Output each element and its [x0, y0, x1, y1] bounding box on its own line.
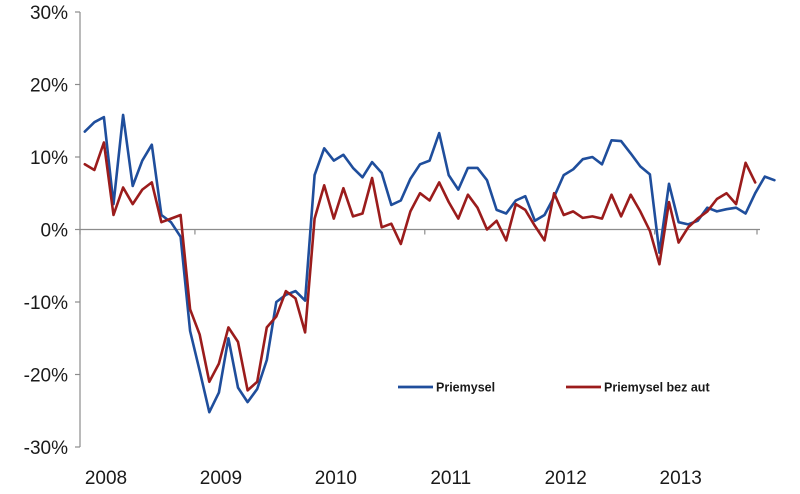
x-tick-label: 2008	[85, 468, 127, 489]
x-tick-label: 2013	[660, 468, 702, 489]
legend: Priemysel Priemysel bez aut	[398, 381, 710, 395]
legend-label: Priemysel bez aut	[604, 381, 710, 395]
series-layer	[83, 113, 776, 414]
x-tick-label: 2012	[545, 468, 587, 489]
x-tick-label: 2010	[315, 468, 357, 489]
y-tick-label: 0%	[41, 221, 69, 242]
y-tick-label: -20%	[24, 366, 68, 387]
axes: 30% 20% 10% 0% -10% -20% -30% 2008 2009 2010 2011 2…	[24, 3, 760, 489]
x-tick-label: 2011	[430, 468, 471, 489]
legend-label: Priemysel	[436, 381, 495, 395]
y-tick-label: 10%	[30, 148, 68, 169]
series-line-priemysel-bez-aut	[83, 141, 757, 392]
x-tick-label: 2009	[200, 468, 242, 489]
y-tick-label: 30%	[30, 3, 68, 24]
series-line-priemysel	[83, 113, 776, 414]
y-tick-label: -10%	[24, 293, 68, 314]
y-tick-label: -30%	[24, 438, 68, 459]
y-tick-label: 20%	[30, 76, 68, 97]
